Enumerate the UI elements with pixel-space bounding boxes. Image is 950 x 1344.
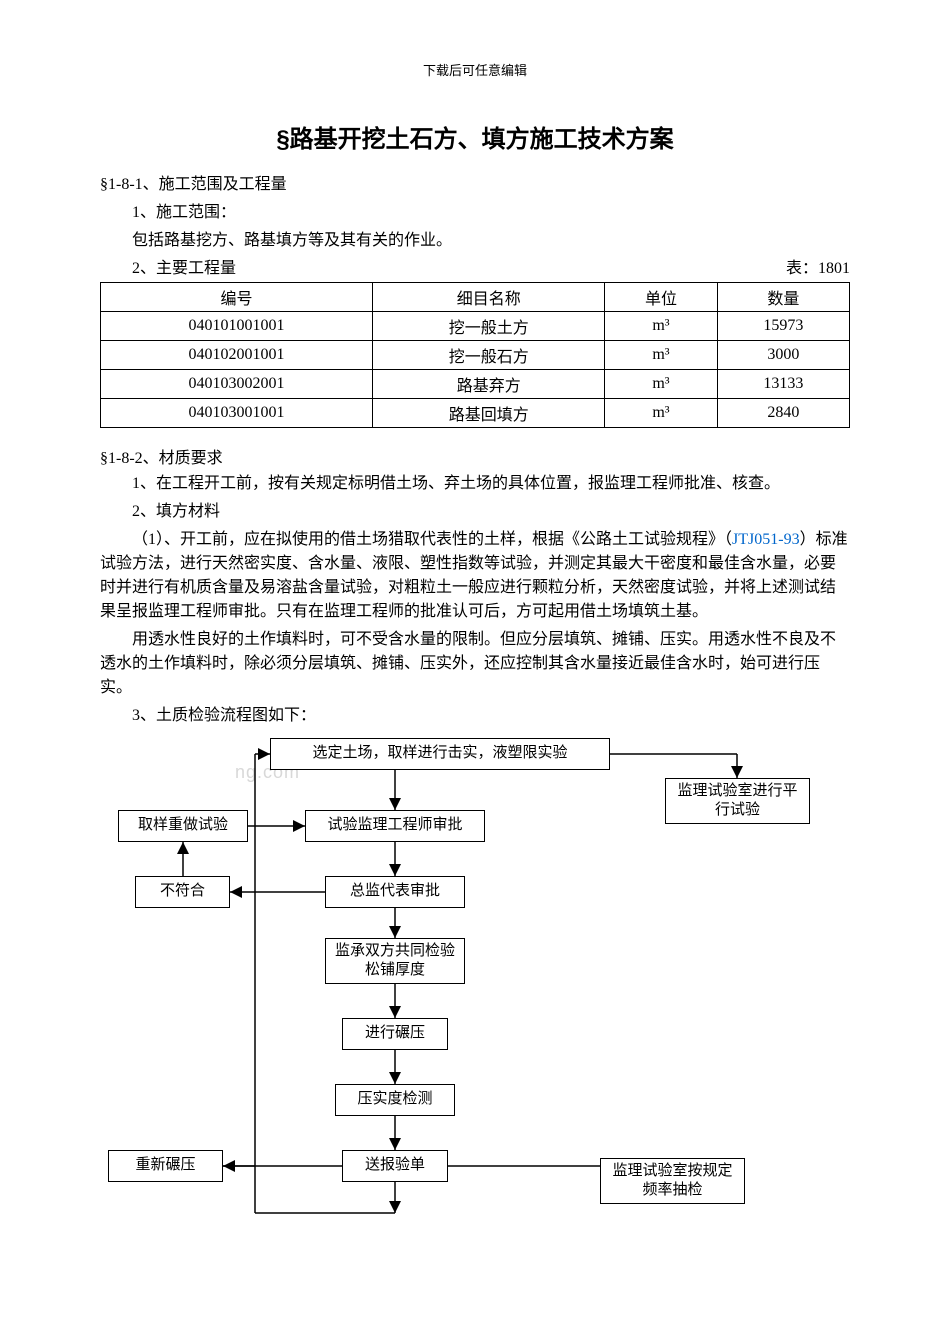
section-1-line1: 1、施工范围： — [100, 198, 850, 222]
flow-node-n10: 重新碾压 — [108, 1150, 223, 1182]
table-header: 细目名称 — [373, 283, 605, 312]
table-cell: 路基弃方 — [373, 370, 605, 399]
section-1-line3-right: 表：1801 — [786, 254, 850, 278]
flow-node-n6: 总监代表审批 — [325, 876, 465, 908]
header-note: 下载后可任意编辑 — [100, 60, 850, 79]
table-row: 040101001001挖一般土方m³15973 — [101, 312, 850, 341]
flow-node-n12: 监理试验室按规定频率抽检 — [600, 1158, 745, 1204]
table-header: 单位 — [605, 283, 717, 312]
table-cell: m³ — [605, 341, 717, 370]
table-cell: 040101001001 — [101, 312, 373, 341]
table-header: 编号 — [101, 283, 373, 312]
flow-node-n7: 监承双方共同检验松铺厚度 — [325, 938, 465, 984]
flow-node-n11: 送报验单 — [342, 1150, 448, 1182]
standard-link[interactable]: JTJ051-93 — [732, 531, 800, 548]
page-title: §路基开挖土石方、填方施工技术方案 — [100, 119, 850, 154]
table-row: 040103002001路基弃方m³13133 — [101, 370, 850, 399]
section-1-line3-left: 2、主要工程量 — [100, 254, 236, 278]
table-cell: m³ — [605, 399, 717, 428]
p1: 1、在工程开工前，按有关规定标明借土场、弃土场的具体位置，报监理工程师批准、核查… — [100, 472, 850, 496]
table-header: 数量 — [717, 283, 849, 312]
table-cell: 2840 — [717, 399, 849, 428]
p5: 3、土质检验流程图如下： — [100, 704, 850, 728]
table-cell: 040103002001 — [101, 370, 373, 399]
flow-node-n3: 取样重做试验 — [118, 810, 248, 842]
p3: （1）、开工前，应在拟使用的借土场猎取代表性的土样，根据《公路土工试验规程》（J… — [100, 528, 850, 624]
flow-node-n9: 压实度检测 — [335, 1084, 455, 1116]
p4: 用透水性良好的土作填料时，可不受含水量的限制。但应分层填筑、摊铺、压实。用透水性… — [100, 628, 850, 700]
quantities-table: 编号细目名称单位数量 040101001001挖一般土方m³1597304010… — [100, 282, 850, 428]
table-row: 040102001001挖一般石方m³3000 — [101, 341, 850, 370]
table-cell: 040102001001 — [101, 341, 373, 370]
table-cell: m³ — [605, 370, 717, 399]
flow-node-n8: 进行碾压 — [342, 1018, 448, 1050]
section-1-line2: 包括路基挖方、路基填方等及其有关的作业。 — [100, 226, 850, 250]
table-cell: m³ — [605, 312, 717, 341]
flow-node-n5: 不符合 — [135, 876, 230, 908]
table-cell: 路基回填方 — [373, 399, 605, 428]
section-2-head: §1-8-2、材质要求 — [100, 444, 850, 468]
flowchart: 选定土场，取样进行击实，液塑限实验监理试验室进行平行试验取样重做试验 试验监理工程… — [100, 738, 850, 1298]
table-cell: 挖一般石方 — [373, 341, 605, 370]
table-cell: 040103001001 — [101, 399, 373, 428]
table-cell: 13133 — [717, 370, 849, 399]
section-1-head: §1-8-1、施工范围及工程量 — [100, 170, 850, 194]
table-cell: 15973 — [717, 312, 849, 341]
p2: 2、填方材料 — [100, 500, 850, 524]
table-cell: 3000 — [717, 341, 849, 370]
flow-node-n2: 监理试验室进行平行试验 — [665, 778, 810, 824]
flow-node-n4: 试验监理工程师审批 — [305, 810, 485, 842]
table-cell: 挖一般土方 — [373, 312, 605, 341]
table-row: 040103001001路基回填方m³2840 — [101, 399, 850, 428]
flow-node-n1: 选定土场，取样进行击实，液塑限实验 — [270, 738, 610, 770]
